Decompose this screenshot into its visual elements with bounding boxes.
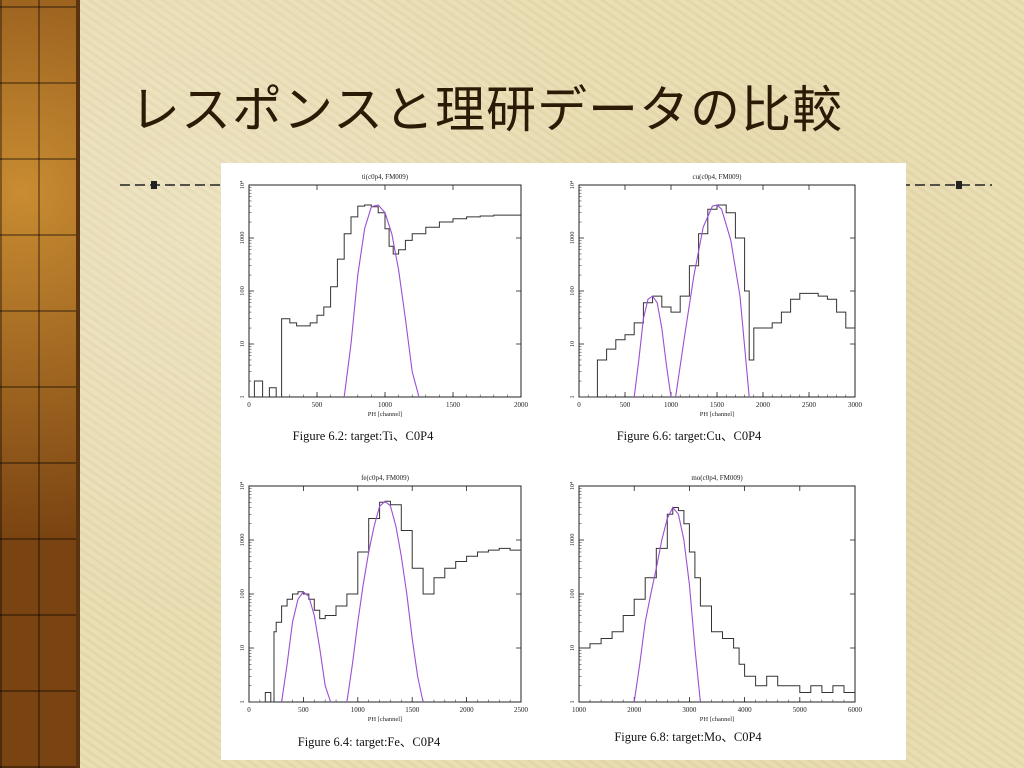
- x-axis-label: PH [channel]: [700, 716, 734, 723]
- charts-svg: ti(c0p4, FM009)0 500 1000 1500 2000110100100…: [239, 173, 863, 749]
- y-tick-label: 10: [569, 341, 576, 348]
- slide-title: レスポンスと理研データの比較: [130, 81, 843, 139]
- fit-curve: [343, 204, 420, 398]
- divider-right: [900, 181, 992, 189]
- y-tick-label: 1000: [239, 534, 246, 547]
- x-tick-label: 0: [247, 706, 251, 714]
- x-tick-label: 2500: [802, 401, 817, 409]
- x-tick-label: 1500: [710, 401, 725, 409]
- x-tick-label: 2000: [756, 401, 771, 409]
- fit-curve: [346, 500, 424, 703]
- x-tick-label: 2500: [514, 706, 529, 714]
- y-tick-label: 10⁴: [239, 180, 246, 190]
- data-histogram: [579, 507, 855, 693]
- x-axis-label: PH [channel]: [368, 716, 402, 723]
- y-tick-label: 100: [569, 589, 576, 599]
- y-tick-label: 100: [239, 286, 246, 296]
- x-tick-label: 500: [620, 401, 631, 409]
- data-histogram: [249, 500, 522, 703]
- data-histogram: [249, 204, 521, 398]
- fit-curve: [633, 295, 672, 398]
- chart-1: cu(c0p4, FM009) 0 500 1000 1500 2000 2500 3000 1…: [569, 173, 863, 443]
- x-tick-label: 3000: [682, 706, 697, 714]
- y-tick-label: 1: [569, 700, 576, 703]
- x-tick-label: 500: [298, 706, 309, 714]
- chart-3: mo(c0p4, FM009) 1000 2000 3000 4000 5000 6000 1…: [569, 474, 863, 744]
- plot-frame: [248, 485, 522, 703]
- y-tick-label: 10: [239, 341, 246, 348]
- x-tick-label: 3000: [848, 401, 863, 409]
- y-tick-label: 10⁴: [239, 481, 246, 491]
- y-tick-label: 1000: [569, 232, 576, 245]
- divider-left: [120, 181, 230, 189]
- x-tick-label: 2000: [460, 706, 475, 714]
- y-tick-label: 10: [239, 645, 246, 652]
- x-tick-label: 1000: [378, 401, 393, 409]
- figure-caption: Figure 6.2: target:Ti、C0P4: [293, 429, 434, 443]
- x-tick-label: 0: [577, 401, 581, 409]
- x-tick-label: 6000: [848, 706, 863, 714]
- chart-title: mo(c0p4, FM009): [691, 474, 743, 482]
- figure-caption: Figure 6.4: target:Fe、C0P4: [298, 735, 441, 749]
- chart-2: fe(c0p4, FM009) 0 500 1000 1500 2000 2500 1 10 10…: [239, 474, 529, 749]
- x-tick-label: 5000: [793, 706, 808, 714]
- x-tick-label: 2000: [627, 706, 642, 714]
- y-tick-label: 1000: [569, 534, 576, 547]
- y-tick-label: 10: [569, 645, 576, 652]
- x-tick-label: 1000: [572, 706, 587, 714]
- y-tick-label: 10⁴: [569, 481, 576, 491]
- x-tick-label: 500: [312, 401, 323, 409]
- figure-caption: Figure 6.6: target:Cu、C0P4: [617, 429, 762, 443]
- y-tick-label: 10⁴: [569, 180, 576, 190]
- data-histogram: [579, 204, 856, 398]
- x-tick-label: 1000: [664, 401, 679, 409]
- fit-curve: [281, 590, 332, 703]
- y-tick-label: 1: [239, 395, 246, 398]
- y-tick-label: 1: [239, 700, 246, 703]
- x-axis-label: PH [channel]: [700, 411, 734, 418]
- sidebar-decoration: [0, 0, 76, 768]
- sidebar-edge: [76, 0, 80, 768]
- figure-panel: ti(c0p4, FM009) 0 500 1000 1500 2000 1 10 100 100…: [221, 163, 906, 760]
- y-tick-label: 100: [569, 286, 576, 296]
- figure-caption: Figure 6.8: target:Mo、C0P4: [614, 730, 762, 744]
- x-tick-label: 1500: [446, 401, 461, 409]
- x-tick-label: 4000: [738, 706, 753, 714]
- chart-0: ti(c0p4, FM009) 0 500 1000 1500 2000 1 10 100 100…: [239, 173, 529, 443]
- y-tick-label: 100: [239, 589, 246, 599]
- x-tick-label: 1500: [405, 706, 420, 714]
- x-tick-label: 0: [247, 401, 251, 409]
- x-axis-label: PH [channel]: [368, 411, 402, 418]
- y-tick-label: 1000: [239, 232, 246, 245]
- chart-title: fe(c0p4, FM009): [361, 474, 409, 482]
- plot-frame: [578, 485, 856, 703]
- x-tick-label: 1000: [351, 706, 366, 714]
- chart-title: ti(c0p4, FM009): [362, 173, 409, 181]
- chart-title: cu(c0p4, FM009): [693, 173, 743, 181]
- fit-curve: [675, 204, 750, 398]
- x-tick-label: 2000: [514, 401, 529, 409]
- plot-frame: [578, 184, 856, 398]
- fit-curve: [633, 506, 701, 703]
- y-tick-label: 1: [569, 395, 576, 398]
